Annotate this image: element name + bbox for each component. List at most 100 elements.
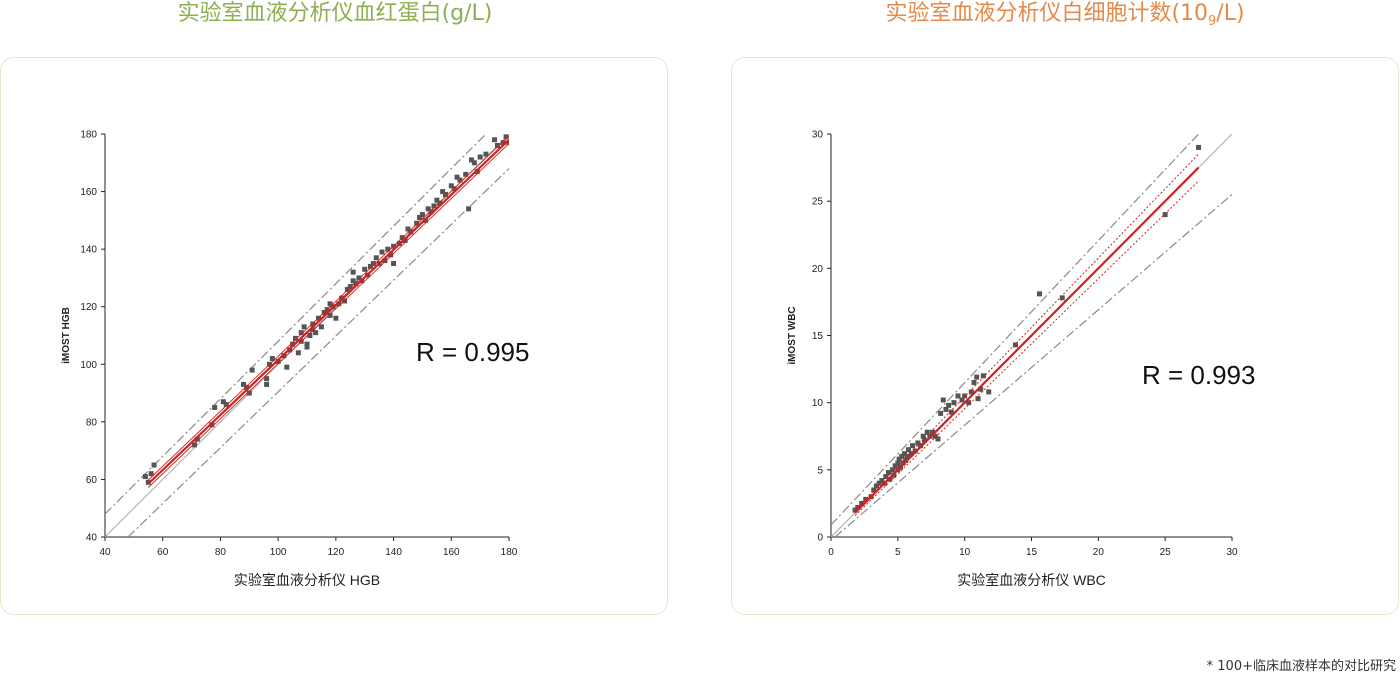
data-point: [879, 478, 885, 484]
data-point: [892, 463, 898, 469]
y-tick-label: 15: [812, 331, 824, 342]
data-point: [249, 367, 255, 373]
data-point: [148, 471, 154, 477]
identity-line: [105, 134, 509, 537]
data-point: [876, 480, 882, 486]
data-point: [932, 433, 938, 439]
plot-area: [105, 134, 509, 537]
x-tick-label: 0: [828, 547, 834, 558]
title-wbc-subscript: 9: [1208, 14, 1217, 29]
data-point: [494, 143, 500, 149]
data-point: [896, 456, 902, 462]
data-point: [883, 474, 889, 480]
data-point: [1162, 212, 1168, 218]
data-point: [405, 226, 411, 232]
limit-line-upper: [105, 134, 487, 515]
data-point: [370, 261, 376, 267]
x-tick-label: 180: [501, 547, 518, 558]
data-point: [417, 214, 423, 220]
data-point: [962, 393, 968, 399]
regression-line: [147, 138, 509, 485]
data-point: [304, 341, 310, 347]
data-point: [457, 177, 463, 183]
data-point: [873, 483, 879, 489]
data-point: [468, 157, 474, 163]
data-point: [980, 373, 986, 379]
y-tick-label: 100: [80, 360, 97, 371]
data-point: [350, 269, 356, 275]
data-point: [310, 321, 316, 327]
y-tick-label: 25: [812, 197, 824, 208]
data-point: [915, 440, 921, 446]
data-point: [388, 252, 394, 258]
data-point: [241, 381, 247, 387]
data-point: [284, 364, 290, 370]
correlation-annotation: R = 0.993: [1142, 360, 1255, 390]
y-tick-label: 160: [80, 187, 97, 198]
scatter-chart-wbc: 0 5 10 15 20 25 30 0 5 10 15 20 25 30 实验室血液分析仪 WBC iMOS…: [787, 130, 1255, 589]
x-axis-title: 实验室血液分析仪 HGB: [234, 572, 380, 588]
chart-card-hgb: 40 60 80 100 120 140 160 180 40 60 80 100 120 140 160 1…: [0, 57, 668, 615]
y-axis-title: iMOST WBC: [787, 306, 798, 364]
data-point: [938, 410, 944, 416]
data-point: [246, 390, 252, 396]
data-point: [440, 189, 446, 195]
data-point: [301, 324, 307, 330]
data-point: [902, 451, 908, 457]
x-tick-label: 15: [1026, 547, 1038, 558]
data-point: [1059, 295, 1065, 301]
panel-title-wbc: 实验室血液分析仪白细胞计数(109/L): [730, 0, 1400, 30]
x-tick-label: 160: [443, 547, 460, 558]
data-point: [871, 487, 877, 493]
data-point: [946, 402, 952, 408]
data-point: [327, 301, 333, 307]
limit-line-lower: [834, 193, 1232, 537]
data-point: [382, 258, 388, 264]
data-point: [863, 496, 869, 502]
data-point: [333, 315, 339, 321]
data-point: [292, 335, 298, 341]
x-tick-label: 100: [270, 547, 287, 558]
x-tick-label: 30: [1226, 547, 1238, 558]
data-point: [362, 266, 368, 272]
data-point: [492, 137, 498, 143]
x-tick-label: 10: [959, 547, 971, 558]
data-point: [304, 344, 310, 350]
x-tick-label: 60: [157, 547, 169, 558]
data-point: [220, 399, 226, 405]
data-point: [974, 374, 980, 380]
y-tick-label: 20: [812, 264, 824, 275]
data-point: [336, 301, 342, 307]
x-tick-label: 20: [1093, 547, 1105, 558]
data-point: [434, 197, 440, 203]
confidence-line-lower: [147, 143, 509, 488]
y-tick-label: 30: [812, 130, 824, 141]
data-point: [885, 470, 891, 476]
x-tick-label: 140: [385, 547, 402, 558]
y-tick-label: 60: [86, 475, 98, 486]
data-point: [151, 462, 157, 468]
y-axis-title: iMOST HGB: [61, 307, 72, 364]
data-point: [295, 350, 301, 356]
data-point: [264, 381, 270, 387]
y-tick-label: 0: [817, 533, 823, 544]
confidence-line-upper: [854, 153, 1199, 511]
data-point: [290, 341, 296, 347]
data-point: [373, 255, 379, 261]
data-point: [978, 386, 984, 392]
data-point: [930, 429, 936, 435]
y-tick-label: 10: [812, 398, 824, 409]
data-point: [904, 453, 910, 459]
limit-line-upper: [831, 134, 1200, 526]
data-point: [269, 356, 275, 362]
data-point: [391, 261, 397, 267]
data-point: [356, 275, 362, 281]
data-point: [443, 191, 449, 197]
confidence-line-upper: [147, 135, 509, 481]
x-axis-title: 实验室血液分析仪 WBC: [957, 572, 1106, 588]
data-point: [431, 203, 437, 209]
data-point: [935, 436, 941, 442]
y-tick-label: 5: [817, 465, 823, 476]
data-point: [209, 422, 215, 428]
y-tick-label: 180: [80, 130, 97, 141]
